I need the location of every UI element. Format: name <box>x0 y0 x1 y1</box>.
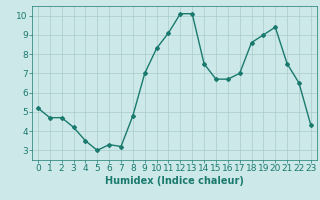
X-axis label: Humidex (Indice chaleur): Humidex (Indice chaleur) <box>105 176 244 186</box>
